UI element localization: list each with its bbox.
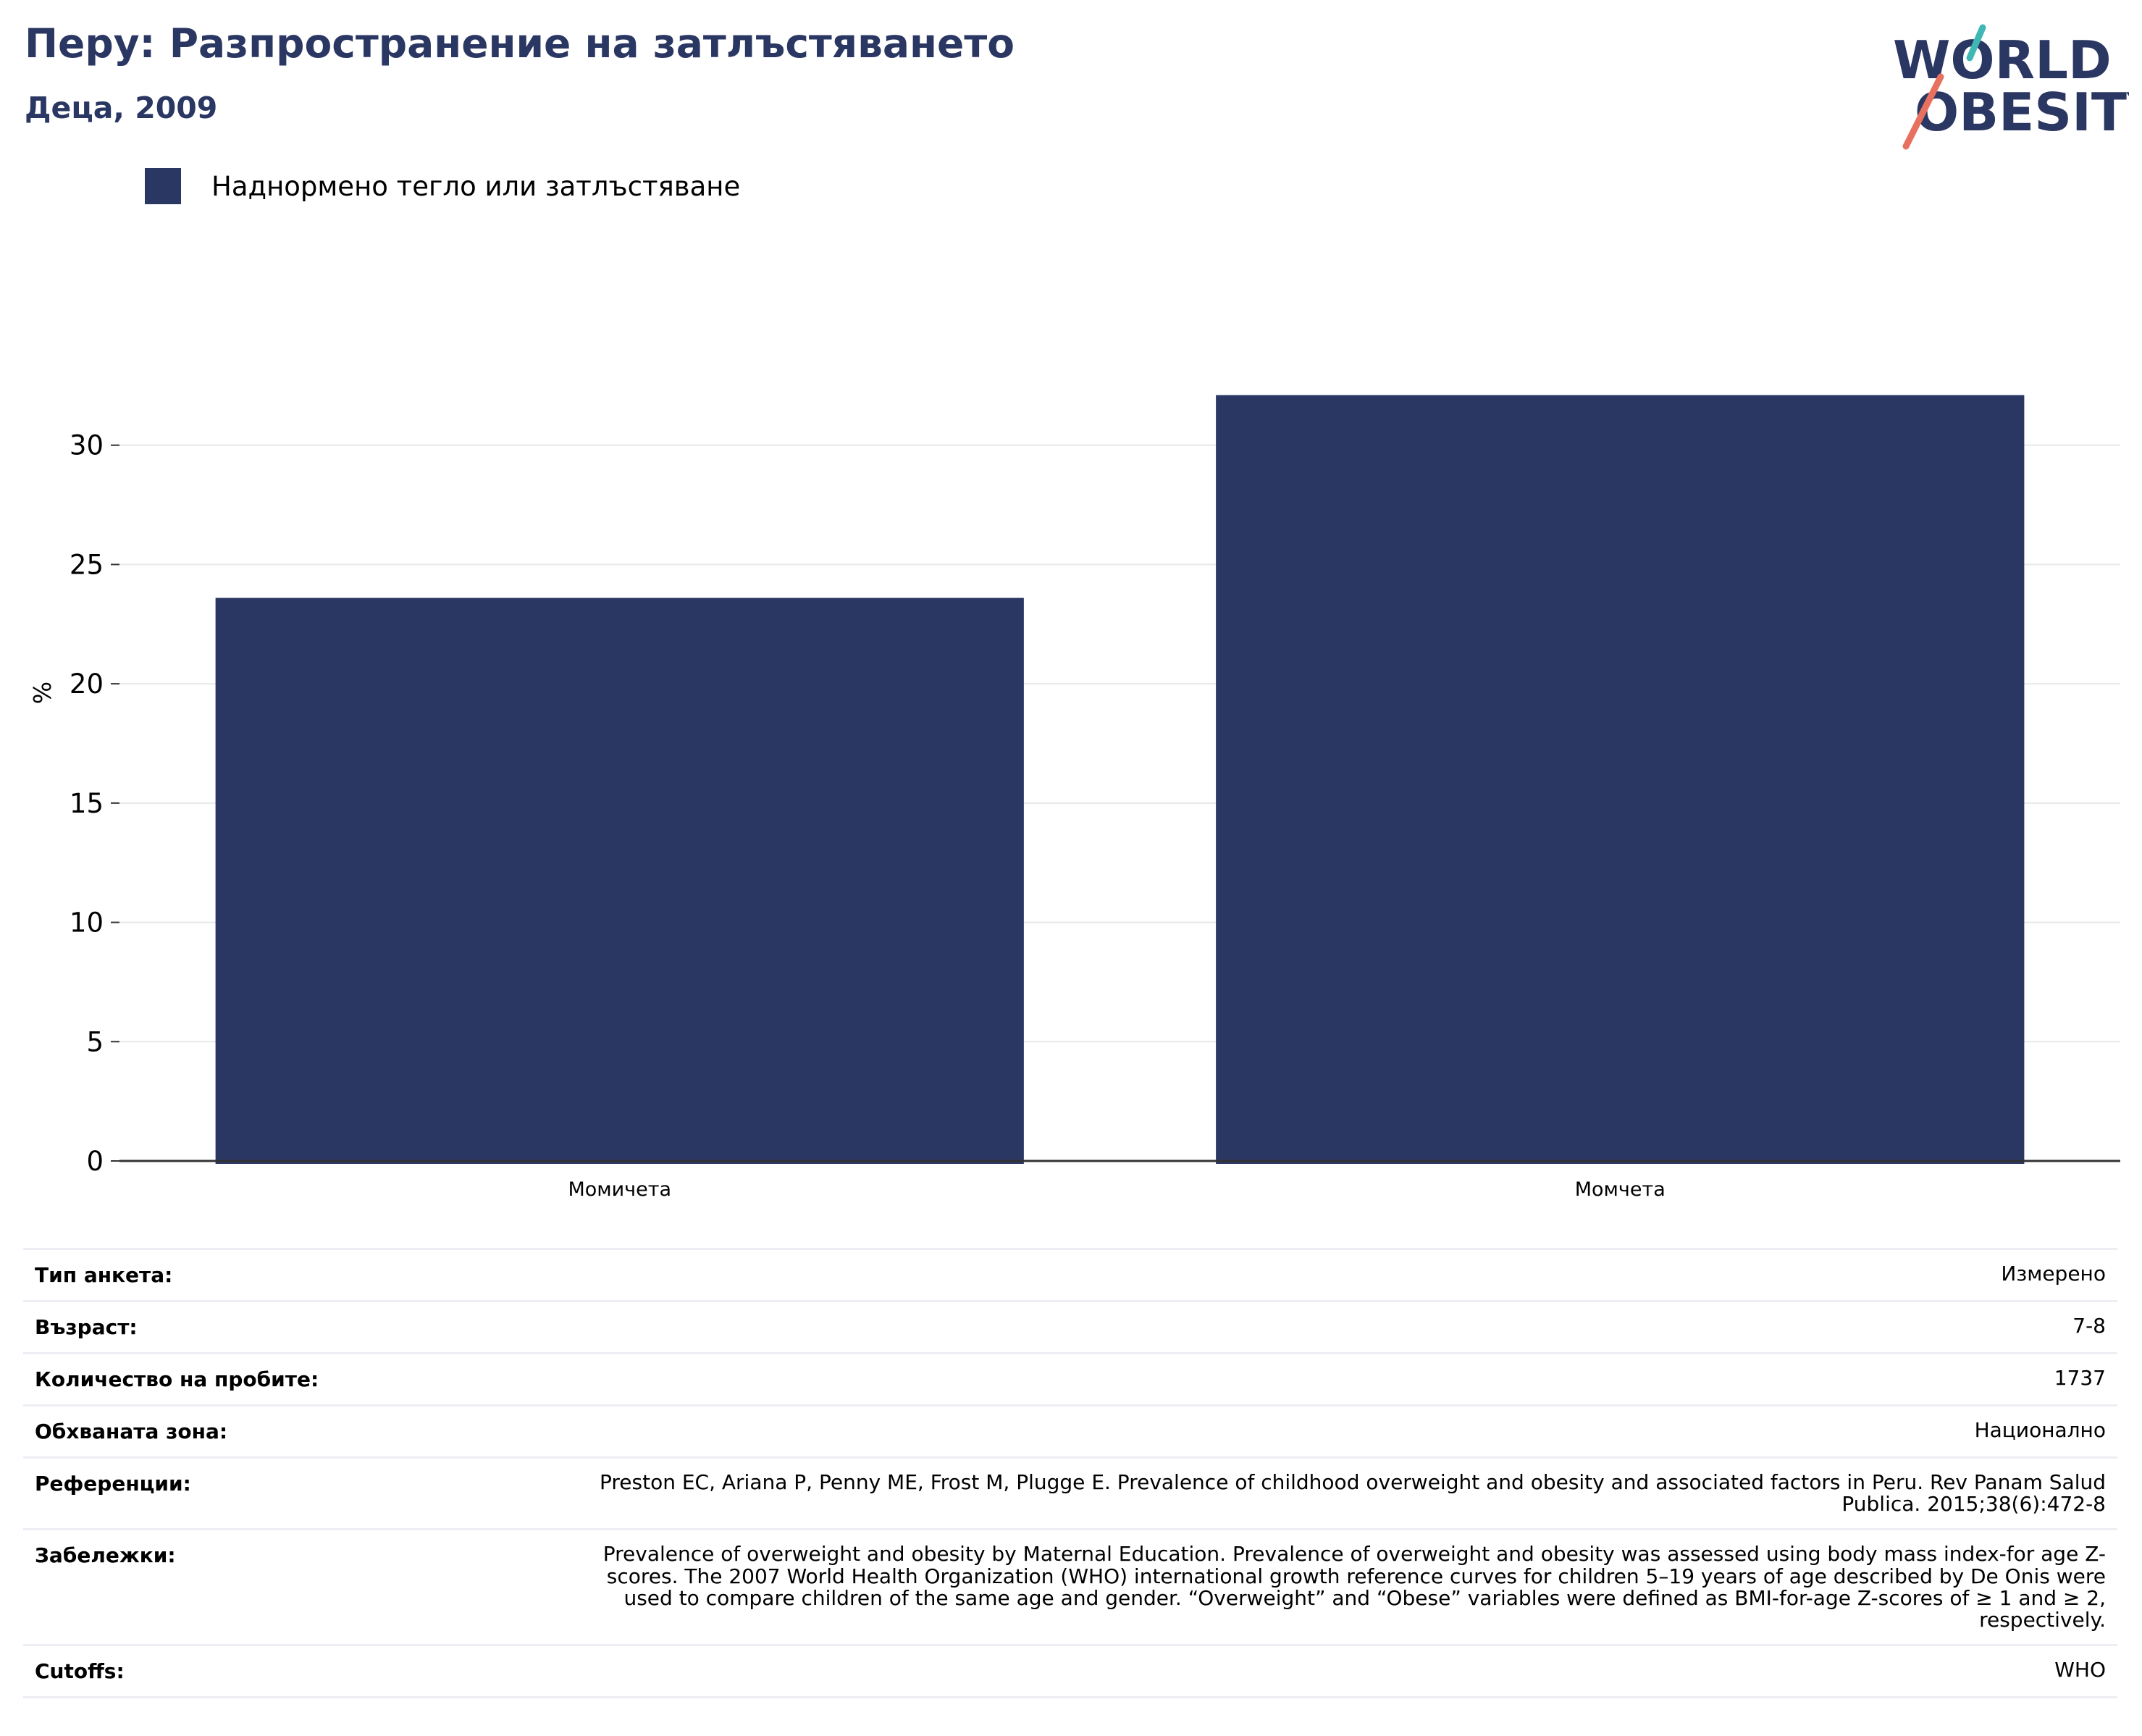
logo-teal-stroke — [1966, 24, 1986, 62]
details-row: Възраст: 7-8 — [23, 1300, 2117, 1352]
y-tick-label: 15 — [70, 788, 104, 819]
details-table: Тип анкета: Измерено Възраст: 7-8 Количество… — [23, 1248, 2117, 1699]
details-label: Cutoffs: — [35, 1659, 125, 1684]
details-value: 1737 — [2054, 1366, 2106, 1390]
details-value: Измерено — [2001, 1262, 2106, 1286]
y-tick-label: 5 — [86, 1026, 104, 1057]
details-value: Национално — [1974, 1418, 2106, 1442]
details-value: Prevalence of overweight and obesity by … — [602, 1542, 2106, 1632]
y-tick-label: 20 — [70, 668, 104, 700]
details-label: Обхваната зона: — [35, 1420, 228, 1443]
bar — [1216, 395, 2025, 1164]
bar — [215, 597, 1024, 1164]
x-tick-label: Момчета — [1575, 1178, 1666, 1201]
x-tick-label: Момичета — [568, 1178, 671, 1201]
details-value: WHO — [2054, 1658, 2106, 1682]
details-row: Забележки: Prevalence of overweight and o… — [23, 1528, 2117, 1644]
world-obesity-logo: WORLD OBESITY — [1893, 24, 2129, 150]
details-label: Референции: — [35, 1472, 191, 1496]
details-value: Preston EC, Ariana P, Penny ME, Frost M,… — [599, 1470, 2106, 1517]
details-row: Количество на пробите: 1737 — [23, 1352, 2117, 1404]
legend-label: Наднормено тегло или затлъстяване — [211, 170, 741, 202]
page-title: Перу: Разпространение на затлъстяването — [25, 20, 1015, 67]
details-row: Cutoffs: WHO — [23, 1644, 2117, 1699]
details-row: Обхваната зона: Национално — [23, 1404, 2117, 1456]
details-label: Възраст: — [35, 1315, 138, 1339]
y-tick-label: 10 — [70, 907, 104, 939]
page-subtitle: Деца, 2009 — [25, 91, 218, 125]
logo-line-2: OBESITY — [1915, 82, 2129, 143]
details-row: Референции: Preston EC, Ariana P, Penny M… — [23, 1456, 2117, 1528]
details-label: Количество на пробите: — [35, 1367, 319, 1391]
details-label: Забележки: — [35, 1543, 176, 1568]
y-tick-label: 30 — [70, 430, 104, 461]
y-tick-label: 25 — [70, 549, 104, 580]
details-value: 7-8 — [2072, 1314, 2106, 1338]
y-tick-label: 0 — [86, 1146, 104, 1177]
details-row: Тип анкета: Измерено — [23, 1248, 2117, 1300]
details-label: Тип анкета: — [35, 1263, 173, 1287]
logo-line-1: WORLD — [1893, 30, 2112, 91]
chart-legend: Наднормено тегло или затлъстяване — [145, 168, 740, 204]
bar-chart: 0 5 10 15 20 25 30% Момичета Момчета — [28, 395, 2120, 1201]
y-axis-label: % — [28, 682, 56, 704]
legend-swatch — [145, 168, 181, 204]
logo-coral-stroke — [1902, 73, 1944, 150]
